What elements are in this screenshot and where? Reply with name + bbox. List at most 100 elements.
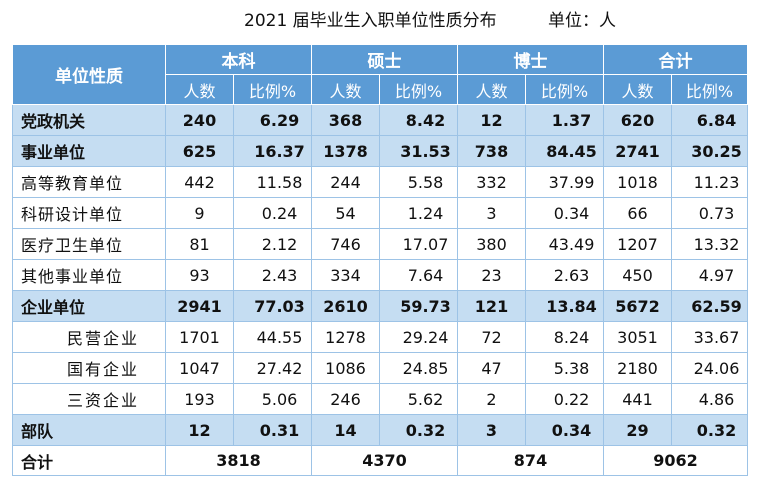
- ratio-cell: 1.37: [525, 104, 604, 136]
- count-cell: 1378: [311, 135, 380, 167]
- ratio-cell: 13.84: [525, 290, 604, 322]
- ratio-cell: 5.06: [233, 383, 312, 415]
- count-cell: 93: [165, 259, 234, 291]
- table-title-unit: 单位：人: [548, 11, 616, 31]
- header-unit-type: 单位性质: [12, 44, 166, 105]
- ratio-cell: 30.25: [671, 135, 748, 167]
- count-cell: 1701: [165, 321, 234, 353]
- ratio-cell: 5.58: [379, 166, 458, 198]
- ratio-cell: 59.73: [379, 290, 458, 322]
- header-ratio: 比例%: [671, 74, 748, 105]
- count-cell: 2610: [311, 290, 380, 322]
- ratio-cell: 0.22: [525, 383, 604, 415]
- ratio-cell: 0.31: [233, 414, 312, 446]
- count-cell: 2: [457, 383, 526, 415]
- ratio-cell: 4.86: [671, 383, 748, 415]
- total-value-bachelor: 3818: [165, 445, 312, 476]
- ratio-cell: 17.07: [379, 228, 458, 260]
- count-cell: 620: [603, 104, 672, 136]
- ratio-cell: 37.99: [525, 166, 604, 198]
- row-label: 国有企业: [12, 352, 166, 384]
- ratio-cell: 43.49: [525, 228, 604, 260]
- ratio-cell: 2.63: [525, 259, 604, 291]
- ratio-cell: 44.55: [233, 321, 312, 353]
- ratio-cell: 1.24: [379, 197, 458, 229]
- row-label: 事业单位: [12, 135, 166, 167]
- count-cell: 3: [457, 414, 526, 446]
- ratio-cell: 24.85: [379, 352, 458, 384]
- header-group-doctor: 博士: [457, 44, 604, 75]
- ratio-cell: 8.24: [525, 321, 604, 353]
- ratio-cell: 6.84: [671, 104, 748, 136]
- count-cell: 1047: [165, 352, 234, 384]
- header-group-master: 硕士: [311, 44, 458, 75]
- table-row: 国有企业 1047 27.42 1086 24.85 47 5.38 2180 24.06: [12, 352, 748, 384]
- count-cell: 332: [457, 166, 526, 198]
- count-cell: 442: [165, 166, 234, 198]
- row-label: 科研设计单位: [12, 197, 166, 229]
- ratio-cell: 16.37: [233, 135, 312, 167]
- row-label: 部队: [12, 414, 166, 446]
- ratio-cell: 7.64: [379, 259, 458, 291]
- count-cell: 246: [311, 383, 380, 415]
- count-cell: 625: [165, 135, 234, 167]
- ratio-cell: 2.43: [233, 259, 312, 291]
- count-cell: 193: [165, 383, 234, 415]
- count-cell: 2741: [603, 135, 672, 167]
- header-count: 人数: [311, 74, 380, 105]
- count-cell: 2941: [165, 290, 234, 322]
- count-cell: 450: [603, 259, 672, 291]
- count-cell: 3051: [603, 321, 672, 353]
- row-label: 民营企业: [12, 321, 166, 353]
- ratio-cell: 24.06: [671, 352, 748, 384]
- header-ratio: 比例%: [233, 74, 312, 105]
- row-label: 三资企业: [12, 383, 166, 415]
- table-body: 党政机关 240 6.29 368 8.42 12 1.37 620 6.84 事业单位 625 16…: [12, 104, 748, 446]
- ratio-cell: 62.59: [671, 290, 748, 322]
- count-cell: 9: [165, 197, 234, 229]
- table-row: 部队 12 0.31 14 0.32 3 0.34 29 0.32: [12, 414, 748, 446]
- ratio-cell: 27.42: [233, 352, 312, 384]
- ratio-cell: 13.32: [671, 228, 748, 260]
- count-cell: 121: [457, 290, 526, 322]
- table-row: 党政机关 240 6.29 368 8.42 12 1.37 620 6.84: [12, 104, 748, 136]
- table-title: 2021 届毕业生入职单位性质分布 单位：人: [0, 6, 759, 36]
- ratio-cell: 29.24: [379, 321, 458, 353]
- table-row: 其他事业单位 93 2.43 334 7.64 23 2.63 450 4.97: [12, 259, 748, 291]
- distribution-table: 单位性质 本科 硕士 博士 合计 人数 比例% 人数 比例% 人数 比例% 人数…: [12, 44, 748, 476]
- count-cell: 1018: [603, 166, 672, 198]
- ratio-cell: 5.62: [379, 383, 458, 415]
- count-cell: 2180: [603, 352, 672, 384]
- table-row: 事业单位 625 16.37 1378 31.53 738 84.45 2741 30.25: [12, 135, 748, 167]
- ratio-cell: 4.97: [671, 259, 748, 291]
- row-label: 医疗卫生单位: [12, 228, 166, 260]
- count-cell: 334: [311, 259, 380, 291]
- count-cell: 29: [603, 414, 672, 446]
- count-cell: 240: [165, 104, 234, 136]
- table-row: 三资企业 193 5.06 246 5.62 2 0.22 441 4.86: [12, 383, 748, 415]
- count-cell: 244: [311, 166, 380, 198]
- table-row: 科研设计单位 9 0.24 54 1.24 3 0.34 66 0.73: [12, 197, 748, 229]
- count-cell: 54: [311, 197, 380, 229]
- header-count: 人数: [603, 74, 672, 105]
- header-count: 人数: [457, 74, 526, 105]
- table-title-main: 2021 届毕业生入职单位性质分布: [244, 11, 497, 31]
- ratio-cell: 11.58: [233, 166, 312, 198]
- count-cell: 12: [457, 104, 526, 136]
- row-label: 高等教育单位: [12, 166, 166, 198]
- header-ratio: 比例%: [525, 74, 604, 105]
- ratio-cell: 33.67: [671, 321, 748, 353]
- count-cell: 746: [311, 228, 380, 260]
- ratio-cell: 2.12: [233, 228, 312, 260]
- count-cell: 47: [457, 352, 526, 384]
- table-row: 民营企业 1701 44.55 1278 29.24 72 8.24 3051 33.67: [12, 321, 748, 353]
- count-cell: 81: [165, 228, 234, 260]
- count-cell: 66: [603, 197, 672, 229]
- count-cell: 368: [311, 104, 380, 136]
- ratio-cell: 84.45: [525, 135, 604, 167]
- count-cell: 23: [457, 259, 526, 291]
- table-row: 医疗卫生单位 81 2.12 746 17.07 380 43.49 1207 13.32: [12, 228, 748, 260]
- count-cell: 72: [457, 321, 526, 353]
- count-cell: 5672: [603, 290, 672, 322]
- ratio-cell: 0.32: [671, 414, 748, 446]
